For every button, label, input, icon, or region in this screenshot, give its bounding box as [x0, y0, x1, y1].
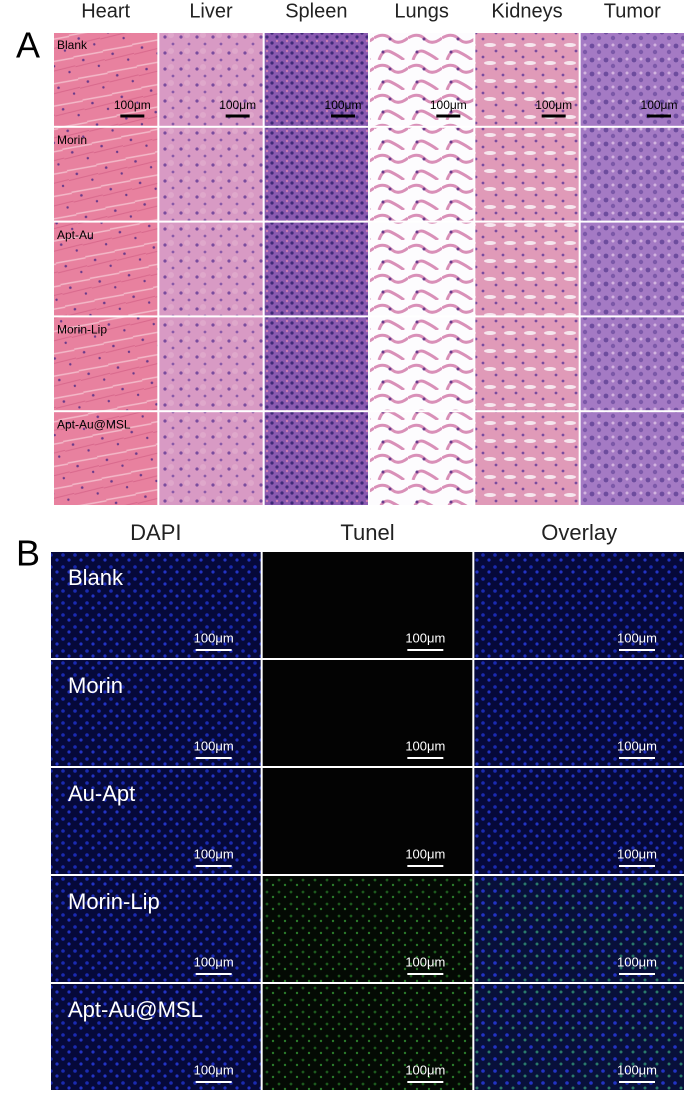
micrograph	[370, 222, 474, 316]
micrograph	[262, 876, 473, 982]
scale-bar-label: 100μm	[219, 98, 256, 112]
row-label: Au-Apt	[68, 781, 135, 806]
scale-bar-label: 100μm	[430, 98, 467, 112]
scale-bar-label: 100μm	[535, 98, 572, 112]
row-label: Morin-Lip	[68, 889, 160, 914]
micrograph	[580, 33, 684, 126]
micrograph	[262, 984, 473, 1090]
scale-bar-label: 100μm	[194, 954, 234, 969]
scale-bar-label: 100μm	[114, 98, 151, 112]
column-header: Overlay	[541, 520, 617, 545]
micrograph	[264, 127, 368, 221]
micrograph	[54, 412, 158, 505]
micrograph	[264, 412, 368, 505]
row-label: Apt-Au@MSL	[57, 417, 131, 431]
scale-bar-label: 100μm	[405, 954, 445, 969]
micrograph	[51, 876, 261, 982]
micrograph	[264, 317, 368, 411]
scale-bar-label: 100μm	[641, 98, 678, 112]
micrograph	[474, 984, 684, 1090]
micrograph	[580, 127, 684, 221]
row-label: Blank	[68, 565, 124, 590]
scale-bar-label: 100μm	[617, 846, 657, 861]
micrograph	[159, 222, 263, 316]
micrograph	[475, 412, 579, 505]
scale-bar-label: 100μm	[405, 846, 445, 861]
micrograph	[370, 127, 474, 221]
micrograph	[474, 552, 684, 658]
row-label: Apt-Au	[57, 228, 94, 242]
micrograph	[475, 317, 579, 411]
micrograph	[262, 768, 473, 874]
row-label: Morin	[68, 673, 123, 698]
scale-bar-label: 100μm	[194, 1062, 234, 1077]
micrograph	[370, 412, 474, 505]
panel-label: A	[16, 25, 40, 66]
column-header: Liver	[189, 0, 233, 22]
scale-bar-label: 100μm	[617, 1062, 657, 1077]
scale-bar-label: 100μm	[617, 630, 657, 645]
micrograph	[474, 876, 684, 982]
micrograph	[370, 33, 474, 126]
row-label: Morin-Lip	[57, 323, 107, 337]
column-header: Tumor	[604, 0, 661, 22]
micrograph	[54, 222, 158, 316]
micrograph	[475, 33, 579, 126]
micrograph	[51, 552, 261, 658]
column-header: Kidneys	[491, 0, 562, 22]
micrograph	[54, 33, 158, 126]
micrograph	[264, 33, 368, 126]
scale-bar-label: 100μm	[617, 954, 657, 969]
micrograph	[159, 317, 263, 411]
micrograph	[51, 768, 261, 874]
micrograph	[54, 127, 158, 221]
micrograph	[580, 412, 684, 505]
micrograph	[54, 317, 158, 411]
column-header: Lungs	[394, 0, 449, 22]
scale-bar-label: 100μm	[617, 738, 657, 753]
scale-bar-label: 100μm	[194, 846, 234, 861]
micrograph	[159, 412, 263, 505]
micrograph	[474, 768, 684, 874]
row-label: Apt-Au@MSL	[68, 997, 203, 1022]
micrograph	[264, 222, 368, 316]
column-header: DAPI	[130, 520, 181, 545]
column-header: Heart	[81, 0, 130, 22]
micrograph	[475, 127, 579, 221]
column-header: Tunel	[340, 520, 394, 545]
micrograph	[262, 660, 473, 766]
micrograph	[580, 317, 684, 411]
column-header: Spleen	[285, 0, 347, 22]
micrograph	[580, 222, 684, 316]
micrograph	[159, 33, 263, 126]
micrograph	[51, 660, 261, 766]
micrograph	[159, 127, 263, 221]
scale-bar-label: 100μm	[405, 1062, 445, 1077]
scale-bar-label: 100μm	[405, 738, 445, 753]
scale-bar-label: 100μm	[194, 738, 234, 753]
scale-bar-label: 100μm	[325, 98, 362, 112]
micrograph	[51, 984, 261, 1090]
micrograph	[370, 317, 474, 411]
micrograph	[262, 552, 473, 658]
scale-bar-label: 100μm	[194, 630, 234, 645]
scale-bar-label: 100μm	[405, 630, 445, 645]
panel-label: B	[16, 533, 40, 574]
micrograph	[474, 660, 684, 766]
row-label: Morin	[57, 133, 87, 147]
micrograph	[475, 222, 579, 316]
row-label: Blank	[57, 38, 88, 52]
